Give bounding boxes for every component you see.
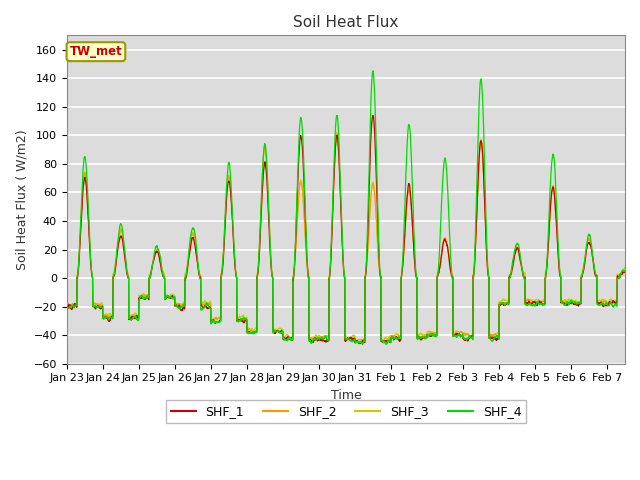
Title: Soil Heat Flux: Soil Heat Flux <box>293 15 399 30</box>
Text: TW_met: TW_met <box>70 45 122 58</box>
Legend: SHF_1, SHF_2, SHF_3, SHF_4: SHF_1, SHF_2, SHF_3, SHF_4 <box>166 400 526 423</box>
Y-axis label: Soil Heat Flux ( W/m2): Soil Heat Flux ( W/m2) <box>15 129 28 270</box>
X-axis label: Time: Time <box>330 389 361 402</box>
